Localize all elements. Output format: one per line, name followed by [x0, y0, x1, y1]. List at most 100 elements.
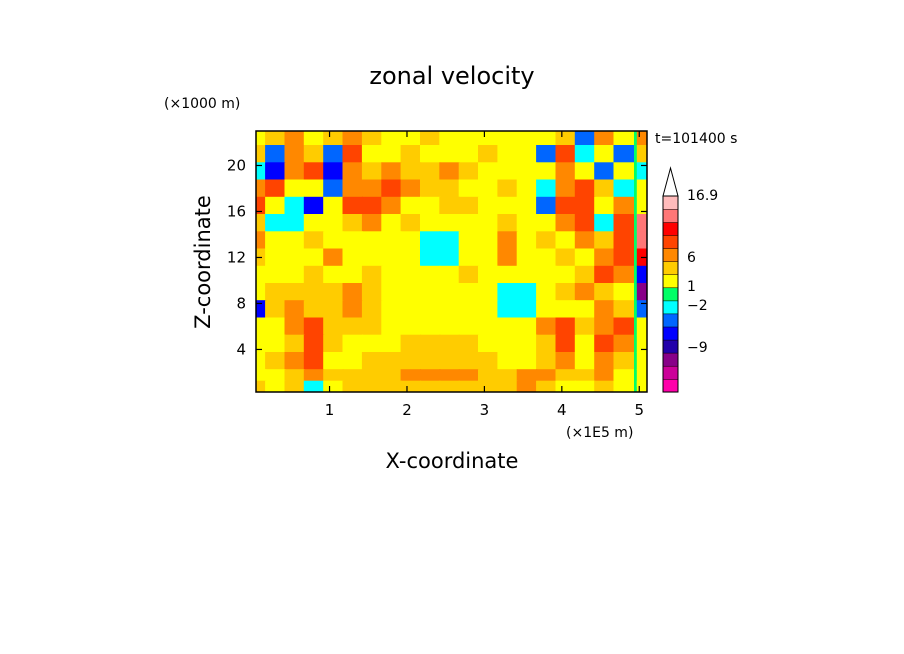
field-cell [478, 334, 499, 353]
field-cell [342, 283, 363, 301]
field-cell [381, 317, 402, 336]
y-tick-label: 12 [227, 248, 246, 266]
field-cell [516, 300, 538, 319]
field-cell [574, 317, 596, 336]
field-cell [636, 352, 647, 370]
field-cell [284, 317, 305, 336]
field-cell [636, 179, 647, 198]
field-cell [256, 196, 267, 215]
field-cell [265, 317, 286, 336]
field-cell [400, 334, 422, 353]
y-tick-label: 20 [227, 156, 246, 174]
field-cell [497, 283, 518, 301]
field-cell [361, 380, 383, 392]
field-cell [555, 300, 576, 319]
field-cell [594, 145, 615, 163]
field-cell [636, 283, 647, 301]
field-cell [497, 131, 518, 146]
field-cell [342, 300, 363, 319]
field-cell [400, 300, 422, 319]
field-cell [574, 248, 596, 267]
field-cell [478, 196, 499, 215]
colorbar-swatch [662, 274, 679, 289]
field-cell [381, 352, 402, 370]
field-cell [303, 145, 325, 163]
plot-frame [255, 130, 648, 393]
field-cell [497, 196, 518, 215]
field-cell [400, 248, 422, 267]
field-cell [284, 231, 305, 250]
field-cell [613, 352, 634, 370]
field-cell [284, 179, 305, 198]
field-cell [497, 248, 518, 267]
field-cell [574, 131, 596, 146]
field-cell [478, 380, 499, 392]
field-cell [323, 196, 344, 215]
field-cell [256, 369, 267, 388]
field-cell [303, 214, 325, 232]
x-axis-ticks: 1 2 3 4 5 [325, 131, 644, 419]
field-cell [497, 179, 518, 198]
field-cell [594, 162, 615, 181]
field-cell [555, 352, 576, 370]
field-cell [516, 283, 538, 301]
field-cell [439, 145, 460, 163]
velocity-field [256, 131, 647, 392]
field-cell [303, 317, 325, 336]
field-cell [636, 334, 647, 353]
field-cell [381, 300, 402, 319]
field-cell [478, 300, 499, 319]
field-cell [478, 162, 499, 181]
field-cell [516, 196, 538, 215]
field-cell [478, 248, 499, 267]
field-cell [284, 214, 305, 232]
field-cell [555, 248, 576, 267]
field-cell [284, 145, 305, 163]
field-cell [555, 131, 576, 146]
field-cell [265, 214, 286, 232]
field-cell [400, 196, 422, 215]
field-cell [636, 131, 647, 146]
field-cell [265, 283, 286, 301]
field-cell [497, 317, 518, 336]
field-cell [400, 317, 422, 336]
field-cell [284, 283, 305, 301]
field-cell [458, 300, 480, 319]
field-cell [439, 317, 460, 336]
field-cell [265, 162, 286, 181]
field-cell [420, 265, 441, 284]
field-cell [458, 214, 480, 232]
field-cell [265, 179, 286, 198]
field-cell [303, 231, 325, 250]
field-cell [342, 248, 363, 267]
field-cell [265, 131, 286, 146]
field-cell [256, 334, 267, 353]
field-cell [574, 380, 596, 392]
field-cell [439, 131, 460, 146]
field-cell [574, 145, 596, 163]
field-cell [381, 214, 402, 232]
field-cell [497, 265, 518, 284]
colorbar-swatch [662, 261, 679, 275]
field-cell [342, 162, 363, 181]
field-cell [516, 248, 538, 267]
field-cell [361, 265, 383, 284]
field-cell [636, 300, 647, 319]
field-cell [342, 380, 363, 392]
colorbar-swatch [662, 300, 679, 315]
field-cell [342, 317, 363, 336]
field-cell [256, 214, 267, 232]
field-cell [594, 231, 615, 250]
field-cell [555, 265, 576, 284]
field-cell [613, 283, 634, 301]
field-cell [265, 265, 286, 284]
field-cell [303, 283, 325, 301]
field-cell [284, 248, 305, 267]
field-cell [381, 380, 402, 392]
field-cell [420, 283, 441, 301]
field-cell [516, 265, 538, 284]
field-cell [536, 196, 557, 215]
field-cell [323, 283, 344, 301]
field-cell [458, 179, 480, 198]
field-cell [381, 231, 402, 250]
